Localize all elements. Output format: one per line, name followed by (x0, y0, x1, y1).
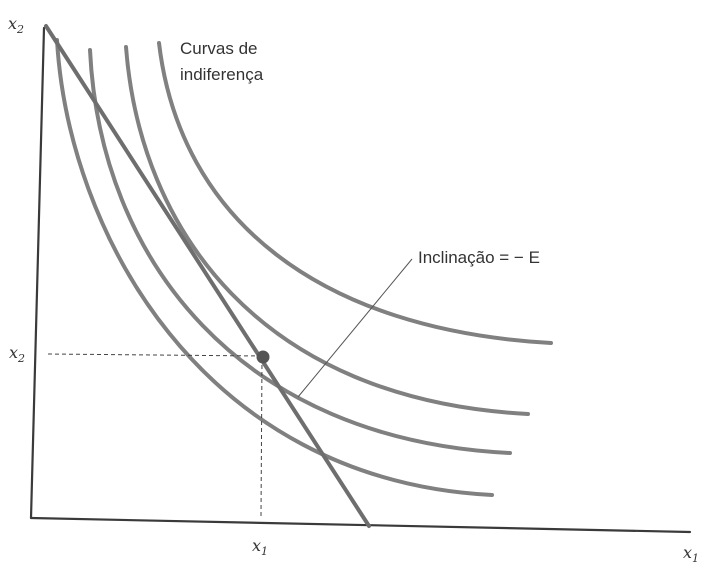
x-axis-label: x1 (683, 543, 699, 565)
y-axis (29, 26, 46, 520)
indifference-curve-3 (124, 45, 530, 416)
indifference-curve-4 (157, 41, 553, 345)
tangency-x-label: x1 (252, 536, 268, 558)
slope-label: Inclinação = − E (418, 248, 540, 267)
x2-guide-line (47, 353, 263, 357)
slope-leader-line (297, 258, 413, 398)
budget-line (44, 24, 371, 528)
x1-guide-line (260, 357, 263, 517)
x-axis (29, 516, 692, 534)
tangency-y-label: x2 (9, 343, 25, 365)
curves-label-line2: indiferença (180, 65, 264, 84)
curves-label-line1: Curvas de (180, 39, 257, 58)
indifference-curve-2 (88, 48, 512, 455)
y-axis-label: x2 (8, 14, 24, 36)
indifference-curve-1 (55, 38, 494, 497)
tangency-point (256, 350, 270, 364)
